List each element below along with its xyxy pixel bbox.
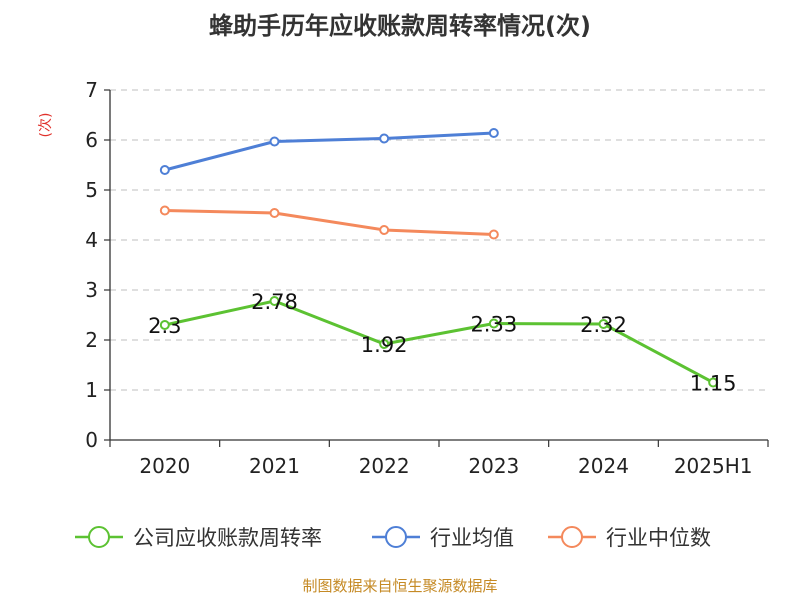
- data-label: 2.78: [251, 290, 298, 314]
- data-point: [379, 339, 390, 349]
- data-label: 2.33: [470, 313, 517, 337]
- series-line: [164, 131, 494, 172]
- series-2: [159, 205, 499, 240]
- legend-swatch-marker: [88, 526, 110, 548]
- legend-item: 行业中位数: [548, 526, 711, 550]
- legend: 公司应收账款周转率 行业均值 行业中位数: [75, 526, 711, 550]
- y-tick-label: 7: [85, 78, 98, 102]
- legend-item: 公司应收账款周转率: [75, 526, 322, 550]
- x-tick-label: 2024: [578, 454, 629, 478]
- legend-item: 行业均值: [372, 526, 514, 550]
- y-tick-label: 0: [85, 428, 98, 452]
- data-point: [159, 320, 170, 330]
- data-label: 2.3: [148, 314, 181, 338]
- x-tick-label: 2023: [468, 454, 519, 478]
- legend-swatch-marker: [385, 526, 407, 548]
- y-tick-label: 6: [85, 128, 98, 152]
- legend-label: 行业均值: [430, 526, 514, 550]
- data-point: [159, 165, 170, 175]
- data-point: [269, 136, 280, 147]
- axes: 0 1 2 3 4 5 6 7 2020 2021 2022 2023 2024 2025H1: [85, 78, 769, 478]
- source-note: 制图数据来自恒生聚源数据库: [302, 577, 497, 595]
- x-tick-label: 2020: [139, 454, 190, 478]
- series-layer: 2.3 2.78 1.92 2.33 2.32 1.15: [148, 128, 737, 396]
- data-point: [269, 208, 280, 218]
- x-tick-label: 2021: [249, 454, 300, 478]
- y-tick-label: 4: [85, 228, 98, 252]
- series-line: [164, 299, 714, 384]
- y-tick-label: 1: [85, 378, 98, 402]
- data-label: 1.92: [361, 333, 408, 357]
- y-tick-label: 5: [85, 178, 98, 202]
- data-point: [708, 377, 719, 388]
- data-point: [159, 205, 170, 216]
- y-tick-label: 2: [85, 328, 98, 352]
- series-line: [164, 209, 494, 236]
- legend-swatch-marker: [561, 526, 583, 548]
- x-tick-label: 2022: [359, 454, 410, 478]
- y-axis-label: (次): [38, 113, 54, 138]
- y-tick-label: 3: [85, 278, 98, 302]
- legend-label: 公司应收账款周转率: [133, 526, 322, 550]
- chart-title: 蜂助手历年应收账款周转率情况(次): [209, 12, 591, 40]
- series-1: [159, 128, 499, 175]
- data-label: 1.15: [690, 372, 737, 396]
- data-label: 2.32: [580, 313, 627, 337]
- data-point: [379, 133, 390, 144]
- data-point: [269, 296, 280, 306]
- data-point: [488, 318, 499, 329]
- legend-label: 行业中位数: [606, 526, 711, 550]
- data-point: [488, 229, 499, 240]
- data-point: [598, 319, 609, 329]
- x-tick-label: 2025H1: [674, 454, 753, 478]
- data-point: [379, 225, 390, 235]
- series-0: 2.3 2.78 1.92 2.33 2.32 1.15: [148, 290, 736, 396]
- data-point: [488, 128, 499, 138]
